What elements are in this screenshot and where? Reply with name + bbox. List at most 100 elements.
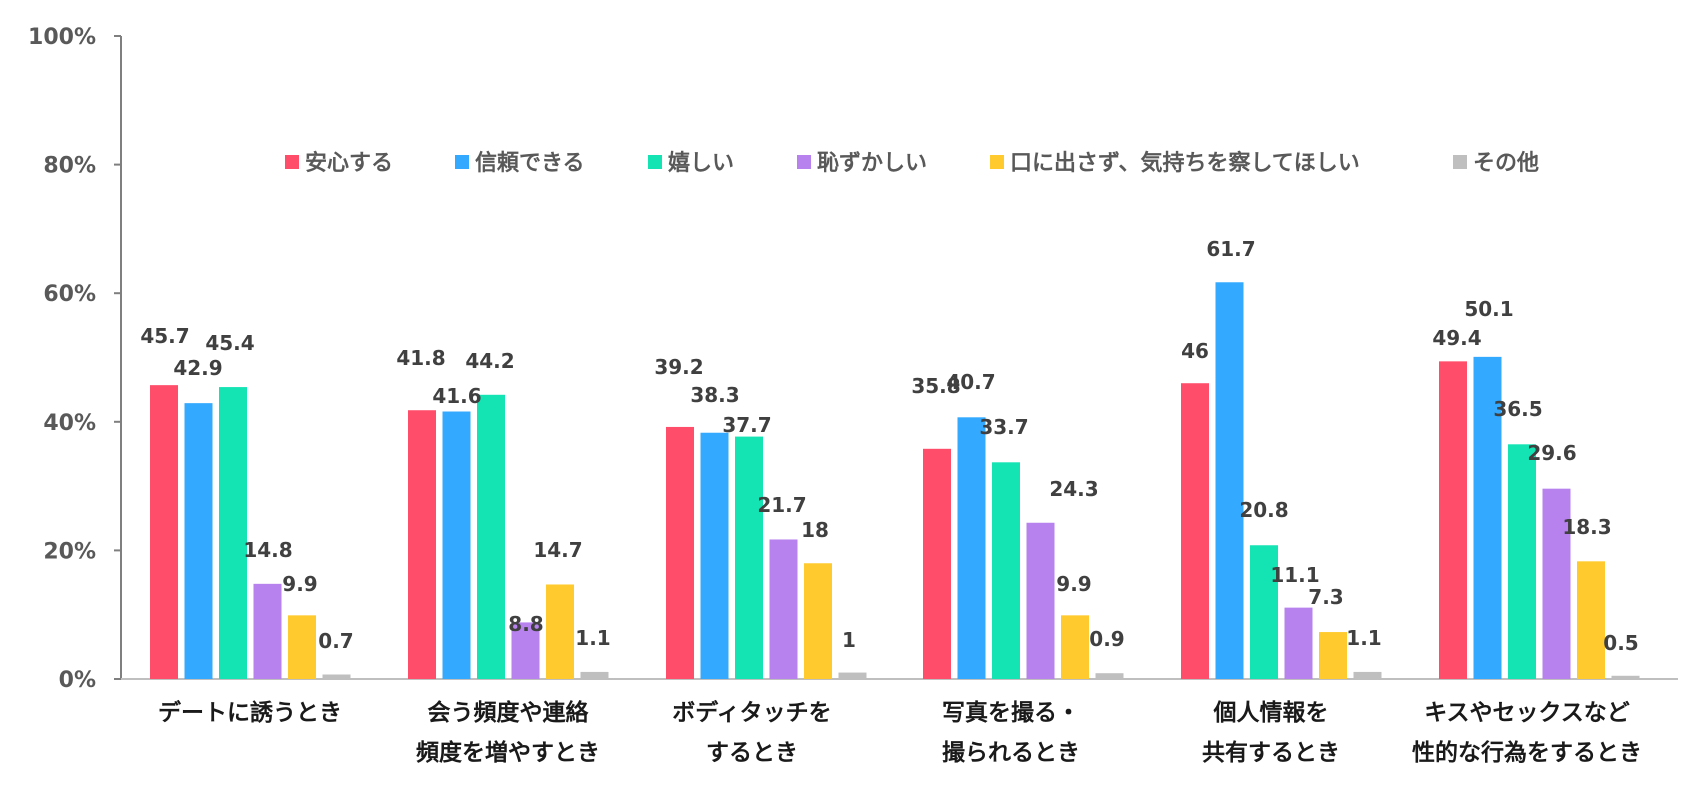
bar-value-label: 33.7 [979, 415, 1028, 439]
bar-value-label: 38.3 [690, 383, 739, 407]
bar [1577, 561, 1605, 679]
bar [408, 410, 436, 679]
bar [1439, 361, 1467, 679]
bar-value-label: 37.7 [722, 413, 771, 437]
category-label: キスやセックスなど [1424, 700, 1630, 726]
bar-value-label: 1.1 [575, 626, 610, 650]
bar [666, 426, 694, 679]
bar [1542, 488, 1571, 679]
bar-value-label: 20.8 [1239, 498, 1288, 522]
legend: 安心する 信頼できる 嬉しい 恥ずかしい 口に出さず、気持ちを察してほしい その他 [285, 150, 1539, 176]
legend-swatch [285, 155, 299, 169]
legend-swatch [648, 155, 662, 169]
data-labels-layer: 45.7 41.8 39.2 35.8 46 49.4 42.9 41.6 38.3 40.7 61… [140, 237, 1638, 655]
bar-value-label: 11.1 [1270, 563, 1319, 587]
category-label: 共有するとき [1202, 739, 1340, 766]
y-tick-label: 20% [43, 539, 96, 564]
category-label: デートに誘うとき [158, 699, 342, 726]
bar [1215, 282, 1244, 679]
bar [992, 462, 1020, 679]
category-label: 頻度を増やすとき [416, 739, 600, 766]
bar-value-label: 45.4 [205, 331, 254, 355]
bar [580, 671, 609, 679]
bar-value-label: 0.5 [1603, 631, 1638, 655]
y-tick-label: 60% [43, 282, 96, 307]
bar-value-label: 0.9 [1089, 627, 1124, 651]
bar-value-label: 0.7 [318, 629, 353, 653]
bar-value-label: 46 [1181, 339, 1209, 363]
bar [769, 539, 798, 679]
bar-value-label: 14.7 [533, 538, 582, 562]
bar [1061, 615, 1089, 679]
bar-value-label: 14.8 [243, 538, 292, 562]
category-label: 会う頻度や連絡 [428, 699, 590, 726]
bar [322, 674, 351, 679]
bar-value-label: 7.3 [1308, 585, 1343, 609]
bar [150, 385, 178, 679]
bar [184, 403, 213, 679]
bar [1095, 673, 1124, 679]
bar-value-label: 50.1 [1464, 297, 1513, 321]
category-label: ボディタッチを [672, 699, 831, 726]
bar [1026, 522, 1055, 679]
legend-label: 信頼できる [475, 150, 585, 176]
bar-value-label: 9.9 [1056, 572, 1091, 596]
y-tick-label: 80% [43, 154, 96, 179]
bar [1508, 444, 1536, 679]
bar [735, 436, 763, 679]
y-tick-label: 100% [28, 25, 96, 50]
bar [1611, 675, 1640, 679]
bar [1353, 671, 1382, 679]
bar-value-label: 45.7 [140, 324, 189, 348]
bar [511, 622, 540, 679]
bar [1181, 383, 1209, 679]
category-label: するとき [706, 740, 798, 766]
axis-layer: 0% 20% 40% 60% 80% 100% [28, 25, 1678, 693]
bar [1284, 607, 1313, 679]
legend-label: 恥ずかしい [817, 151, 927, 176]
bar [546, 584, 574, 679]
bar-value-label: 35.8 [911, 374, 960, 398]
bar-value-label: 1 [842, 628, 856, 652]
bar-value-label: 18 [801, 518, 829, 542]
bar [1319, 632, 1347, 679]
bar-value-label: 49.4 [1432, 326, 1481, 350]
legend-label: その他 [1473, 151, 1539, 176]
category-label: 個人情報を [1213, 699, 1329, 726]
legend-swatch [797, 155, 811, 169]
legend-label: 口に出さず、気持ちを察してほしい [1010, 150, 1360, 176]
bar-value-label: 44.2 [465, 349, 514, 373]
bar-value-label: 29.6 [1527, 441, 1576, 465]
legend-swatch [455, 155, 469, 169]
bar [700, 432, 729, 679]
bar [804, 563, 832, 679]
bar [477, 394, 505, 679]
bar-value-label: 1.1 [1346, 626, 1381, 650]
bar-value-label: 18.3 [1562, 515, 1611, 539]
bar [1473, 356, 1502, 679]
bar-value-label: 40.7 [946, 370, 995, 394]
category-label: 性的な行為をするとき [1412, 739, 1642, 766]
bar-value-label: 21.7 [757, 493, 806, 517]
legend-label: 安心する [305, 150, 393, 176]
bar [838, 672, 867, 679]
legend-swatch [1453, 155, 1467, 169]
category-label: 撮られるとき [942, 739, 1080, 766]
bar-value-label: 61.7 [1206, 237, 1255, 261]
bar [1250, 545, 1278, 679]
bar [957, 417, 986, 679]
bars-layer [150, 282, 1640, 679]
bar-value-label: 42.9 [173, 356, 222, 380]
bar [288, 615, 316, 679]
bar-value-label: 41.8 [396, 346, 445, 370]
bar-value-label: 8.8 [508, 612, 543, 636]
bar-value-label: 24.3 [1049, 477, 1098, 501]
y-tick-label: 0% [59, 668, 96, 693]
y-tick-label: 40% [43, 411, 96, 436]
bar [219, 387, 247, 679]
bar-value-label: 39.2 [654, 355, 703, 379]
legend-label: 嬉しい [668, 150, 734, 176]
bar [923, 448, 951, 679]
